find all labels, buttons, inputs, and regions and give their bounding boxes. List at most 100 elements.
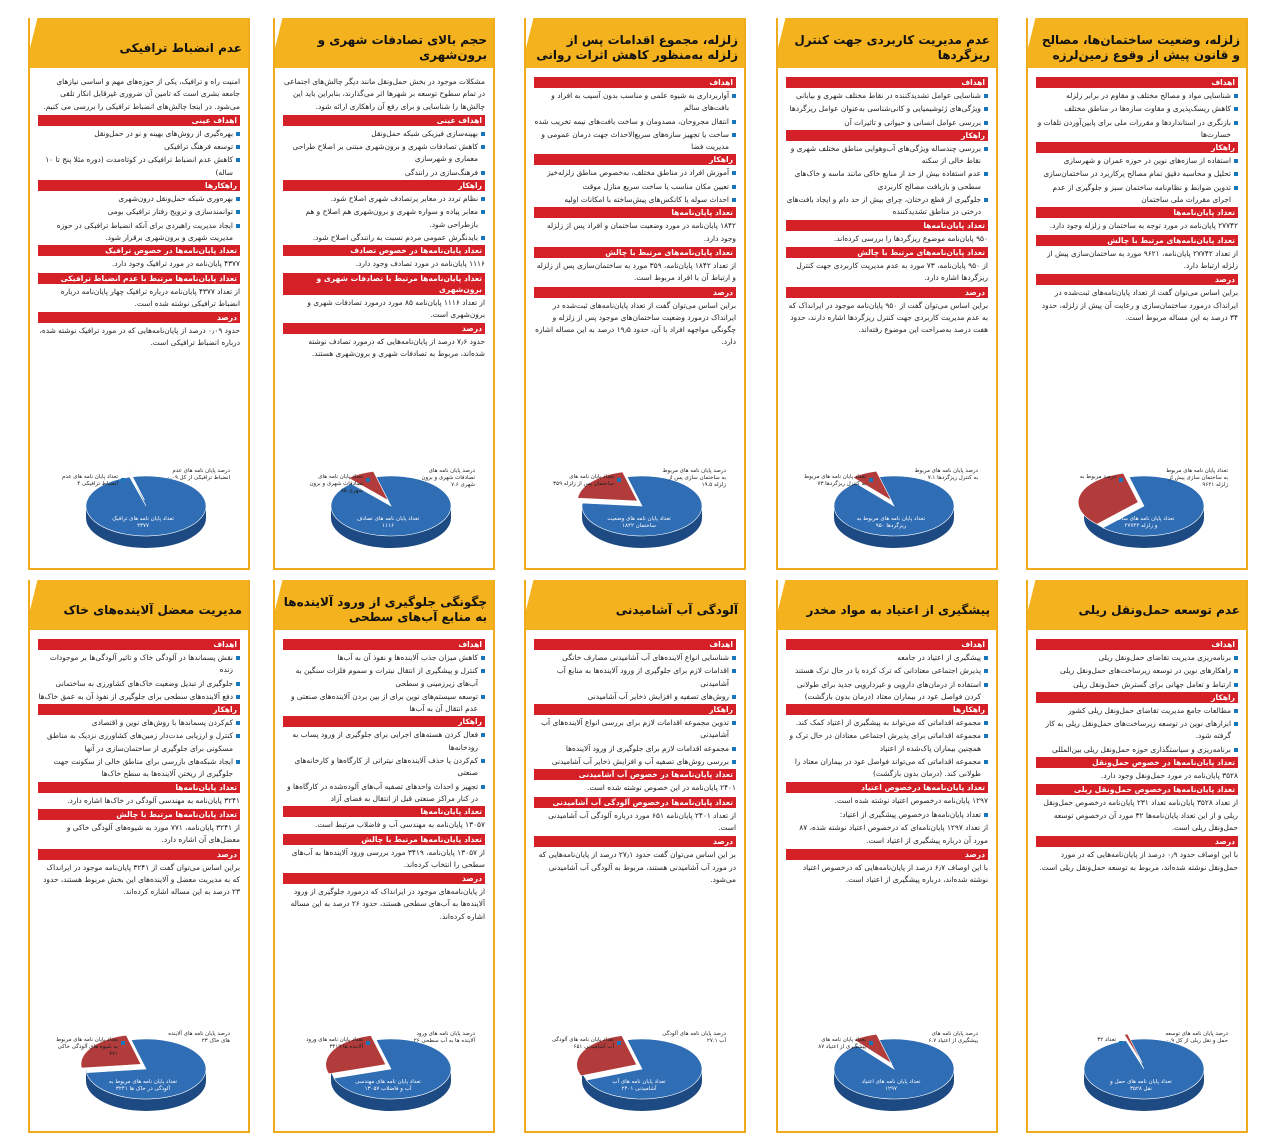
section-label: تعداد پایان‌نامه‌ها [534, 207, 736, 219]
pie-label-total: تعداد پایان نامه های مربوط به ریزگردها ۹… [856, 516, 926, 529]
pie-slice-red [576, 1035, 638, 1077]
pie-slice-red [853, 1033, 893, 1065]
card-body: امنیت راه و ترافیک، یکی از حوزه‌های مهم … [38, 76, 240, 468]
card-title: زلزله، وضعیت ساختمان‌ها، مصالح و قانون پ… [1041, 33, 1240, 62]
bullet-item: بهینه‌سازی فیزیکی شبکه حمل‌ونقل [283, 128, 485, 140]
bullet-item: فعال کردن هسته‌های اجرایی برای جلوگیری ا… [283, 729, 485, 754]
bullet-item: استفاده از سازه‌های نوین در حوزه عمران و… [1036, 155, 1238, 167]
pie-side [1084, 506, 1204, 548]
pie-label-subset: تعداد پایان نامه های تصادفات شهری و برون… [299, 474, 370, 495]
pie-label-percent: درصد پایان نامه های مربوط به ساختمان ساز… [662, 468, 726, 488]
paragraph: از ۳۲۴۱ پایان‌نامه، ۷۷۱ مورد به شیوه‌های… [66, 822, 240, 845]
paragraph: ۳۵۲۸ پایان‌نامه در مورد حمل‌ونقل وجود دا… [1101, 771, 1238, 781]
section-label: تعداد پایان‌نامه‌ها درخصوص آلودگی آب آشا… [534, 796, 736, 808]
paragraph: از تعداد ۱۲۹۷ پایان‌نامه‌ای که درخصوص اع… [799, 823, 988, 845]
pie-slice-main [86, 1038, 207, 1100]
card-title: چگونگی جلوگیری از ورود آلاینده‌ها به منا… [283, 595, 487, 624]
card-body: اهداف شناسایی مواد و مصالح مختلف و مقاوم … [1036, 76, 1238, 468]
bullet-item: روش‌های تصفیه و افزایش ذخایر آب آشامیدنی [534, 691, 736, 703]
card-title: آلودگی آب‌ آشامیدنی [615, 602, 738, 617]
pie-slice-red [577, 471, 638, 502]
section-label: راهکار [1036, 142, 1238, 154]
section-label: اهداف [534, 639, 736, 650]
bullet-item: کم‌کردن پسماندها با روش‌های نوین و اقتصا… [38, 717, 240, 729]
section-label: راهکارها [38, 180, 240, 192]
section-label: درصد [1036, 836, 1238, 848]
paragraph: ۱۱۱۶ پایان‌نامه در مورد تصادف وجود دارد. [355, 259, 485, 269]
section-label: تعداد پایان‌نامه‌ها [1036, 207, 1238, 219]
paragraph: ۹۵۰ پایان‌نامه موضوع ریزگردها را بررسی ک… [833, 233, 988, 243]
section-label: تعداد پایان‌نامه‌ها [786, 219, 988, 231]
section-label: تعداد پایان‌نامه‌های مرتبط با چالش [1036, 234, 1238, 246]
section-label: تعداد پایان‌نامه‌ها مرتبط با تصادفات شهر… [283, 272, 485, 295]
section-label: اهداف [534, 77, 736, 88]
bullet-item: عدم استفاده بیش از حد از منابع خاکی مانن… [786, 168, 988, 193]
section-label: درصد [38, 312, 240, 324]
bullet-item: کنترل و پیشگیری از انتقال نیترات و سموم … [283, 665, 485, 690]
pie-svg [577, 471, 703, 548]
bullet-item: بررسی عوامل انسانی و حیوانی و تاثیرات آن [786, 117, 988, 129]
section-label: درصد [786, 286, 988, 298]
card-header: زلزله، مجموع اقدامات پس از زلزله به‌منظو… [526, 18, 744, 68]
bullet-item: آواربرداری به شیوه علمی و مناسب بدون آسی… [534, 90, 736, 115]
bullet-item: اقدامات لازم برای جلوگیری از ورود آلایند… [534, 665, 736, 690]
card-body: اهداف پیشگیری از اعتیاد در جامعه پذیرش اجت… [786, 638, 988, 1031]
bullet-item: فرهنگ‌سازی در رانندگی [283, 167, 485, 179]
section-label: اهداف [786, 77, 988, 88]
card-title: عدم توسعه حمل‌ونقل ریلی [1078, 602, 1240, 617]
bullet-item: بررسی چندساله ویژگی‌های آب‌وهوایی مناطق … [786, 143, 988, 168]
card-title: عدم مدیریت کاربردی جهت کنترل ریزگردها [794, 33, 990, 62]
card-header: عدم انضباط ترافیکی [30, 18, 248, 68]
bullet-item: شناسایی عوامل تشدیدکننده در نقاط مختلف ش… [786, 90, 988, 102]
bullet-item: جلوگیری از تبدیل وضعیت خاک‌های کشاورزی ب… [38, 678, 240, 690]
paragraph: از تعداد ۳۵۲۸ پایان‌نامه تعداد ۲۳۱ پایان… [1043, 798, 1238, 832]
pie-chart: درصد پایان نامه های عدم انضباط ترافیکی ا… [54, 468, 230, 560]
infographic-card: چگونگی جلوگیری از ورود آلاینده‌ها به منا… [273, 580, 495, 1133]
section-label: درصد [283, 873, 485, 885]
section-label: تعداد پایان‌نامه‌ها در خصوص آب آشامیدنی [534, 769, 736, 781]
bullet-item: شناسایی مواد و مصالح مختلف و مقاوم در بر… [1036, 90, 1238, 102]
section-label: راهکار [534, 154, 736, 166]
pie-svg [1083, 1033, 1205, 1111]
pie-svg [833, 1033, 955, 1111]
section-label: تعداد پایان‌نامه‌ها [38, 781, 240, 793]
pie-label-total: تعداد پایان نامه های مهندسی آب و فاضلاب … [355, 1079, 421, 1092]
card-body: اهداف شناسایی عوامل تشدیدکننده در نقاط مخ… [786, 76, 988, 468]
pie-svg [85, 470, 207, 548]
bullet-item: مجموعه اقداماتی که می‌تواند به پیشگیری ا… [786, 717, 988, 729]
card-header: عدم مدیریت کاربردی جهت کنترل ریزگردها [778, 18, 996, 68]
paragraph: براین اساس می‌توان گفت از تعداد پایان‌نا… [1041, 288, 1238, 322]
bullet-item: ابزارهای نوین در توسعه زیرساخت‌های حمل‌و… [1036, 718, 1238, 743]
bullet-item: کاهش عدم انضباط ترافیکی در کوتاه‌مدت (دو… [38, 154, 240, 179]
bullet-item: ویژگی‌های ژئوشیمیایی و کانی‌شناسی به‌عنو… [786, 103, 988, 115]
bullet-item: بازنگری در استانداردها و مقررات ملی برای… [1036, 117, 1238, 142]
paragraph: مشکلات موجود در بخش حمل‌ونقل مانند دیگر … [283, 77, 485, 111]
card-title: حجم بالای تصادفات شهری و برون‌شهری [317, 33, 487, 62]
pie-svg [576, 1035, 703, 1111]
paragraph: حدود ۷٫۶ درصد از پایان‌نامه‌هایی که درمو… [308, 337, 485, 359]
pie-label-subset: تعداد پایان نامه های ساختمان پس از زلزله… [550, 474, 621, 488]
pie-label-percent: درصد پایان نامه های ورود آلاینده ها به آ… [413, 1031, 475, 1044]
bullet-item: احداث سوله یا کانکس‌های پیش‌ساخته با امک… [534, 194, 736, 206]
bullet-item: مطالعات جامع مدیریت تقاضای حمل‌ونقل ریلی… [1036, 705, 1238, 717]
paragraph: از ۹۵۰ پایان‌نامه، ۷۳ مورد به عدم مدیریت… [796, 260, 988, 283]
pie-slice-main [85, 475, 207, 537]
bullet-item: ایجاد مدیریت راهبردی برای آنکه انضباط تر… [38, 220, 240, 245]
bullet-item: ایجاد شبکه‌های بازرسی برای مناطق خالی از… [38, 756, 240, 781]
card-body: اهداف نقش پسماندها در آلودگی خاک و تاثیر … [38, 638, 240, 1031]
paragraph: براین اساس می‌توان گفت از ۹۵۰ پایان‌نامه… [788, 300, 988, 335]
card-body: اهداف برنامه‌ریزی مدیریت تقاضای حمل‌ونقل … [1036, 638, 1238, 1031]
section-label: راهکار [38, 704, 240, 716]
section-label: درصد [534, 286, 736, 298]
pie-label-subset: تعداد پایان نامه های پیشگیری از اعتیاد ۸… [802, 1037, 873, 1051]
bullet-item: برنامه‌ریزی و سیاستگذاری حوزه حمل‌ونقل ر… [1036, 744, 1238, 756]
section-label: تعداد پایان‌نامه‌ها [283, 806, 485, 818]
bullet-item: راهکارهای نوین در توسعه زیرساخت‌های حمل‌… [1036, 665, 1238, 677]
card-header: حجم بالای تصادفات شهری و برون‌شهری [275, 18, 493, 68]
pie-svg [80, 1034, 207, 1111]
pie-slice-red [1123, 1033, 1143, 1064]
bullet-item: معابر پیاده و سواره شهری و برون‌شهری هم … [283, 206, 485, 231]
pie-chart: تعداد پایان نامه های مربوط به ساختمان سا… [1052, 468, 1228, 560]
bullet-item: تحلیل و محاسبه دقیق تمام مصالح پرکاربرد … [1036, 168, 1238, 180]
section-label: درصد [283, 323, 485, 335]
